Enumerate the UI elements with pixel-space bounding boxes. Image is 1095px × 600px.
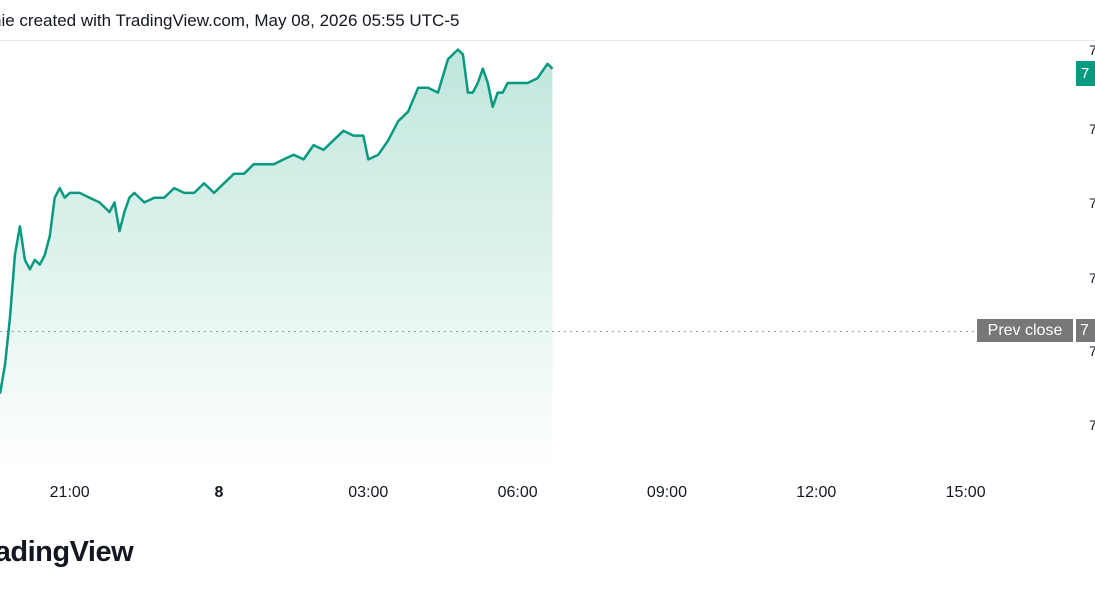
chart-header: nie created with TradingView.com, May 08… (0, 0, 1095, 41)
price-series-line (0, 48, 554, 394)
y-tick-label: 7 (1089, 42, 1095, 58)
y-tick-label: 7 (1089, 417, 1095, 433)
tradingview-logo: radingView (0, 536, 134, 568)
x-tick-label: 21:00 (50, 484, 90, 501)
y-tick-label: 7 (1089, 195, 1095, 211)
x-tick-label: 12:00 (796, 484, 836, 501)
y-tick-label: 7 (1089, 121, 1095, 137)
x-tick-label: 09:00 (647, 484, 687, 501)
y-tick-label: 7 (1089, 270, 1095, 286)
chart-caption: nie created with TradingView.com, May 08… (0, 11, 460, 30)
price-area-fill (0, 49, 553, 470)
x-tick-label: 15:00 (946, 484, 986, 501)
last-price-badge: 7 (1076, 61, 1095, 86)
x-tick-label: 03:00 (348, 484, 388, 501)
x-tick-label: 06:00 (498, 484, 538, 501)
prev-close-value: 7 (1076, 319, 1095, 342)
y-tick-label: 7 (1089, 343, 1095, 359)
x-tick-label: 8 (215, 484, 224, 501)
prev-close-badge: Prev close (977, 319, 1073, 342)
